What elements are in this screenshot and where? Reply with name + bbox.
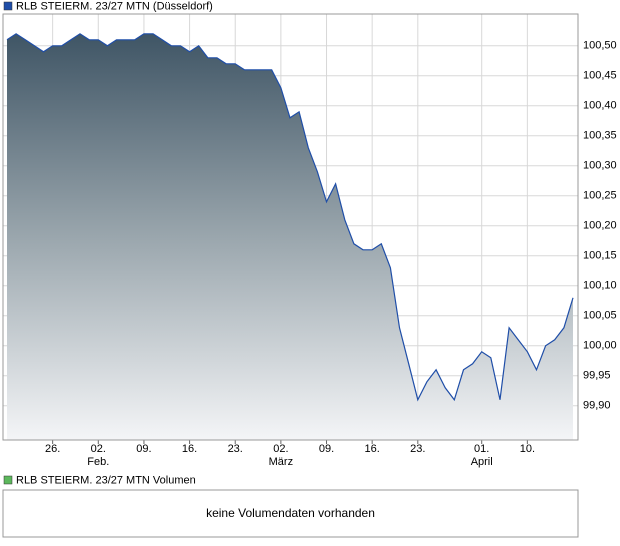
y-tick-label: 100,00 <box>583 340 617 352</box>
y-tick-label: 100,20 <box>583 220 617 232</box>
plot-frame <box>2 13 579 441</box>
x-tick-label: 10. <box>520 443 535 455</box>
x-tick-label: 02. <box>91 443 106 455</box>
legend-swatch <box>3 475 13 485</box>
x-tick-label: 16. <box>182 443 197 455</box>
x-tick-label: 23. <box>228 443 243 455</box>
x-sublabel: April <box>471 456 493 468</box>
y-tick-label: 99,90 <box>583 400 611 412</box>
x-tick-label: 09. <box>136 443 151 455</box>
area <box>7 33 573 441</box>
y-tick-label: 100,35 <box>583 130 617 142</box>
legend-label: RLB STEIERM. 23/27 MTN (Düsseldorf) <box>16 0 213 12</box>
line <box>6 33 574 402</box>
y-tick-label: 100,30 <box>583 160 617 172</box>
y-tick-label: 100,40 <box>583 100 617 112</box>
volume-message: keine Volumendaten vorhanden <box>206 506 375 520</box>
y-tick-label: 100,50 <box>583 40 617 52</box>
y-tick-label: 100,05 <box>583 310 617 322</box>
y-tick-label: 100,25 <box>583 190 617 202</box>
y-tick-label: 100,45 <box>583 70 617 82</box>
y-tick-label: 99,95 <box>583 370 611 382</box>
x-sublabel: Feb. <box>87 456 109 468</box>
x-tick-label: 26. <box>45 443 60 455</box>
x-tick-label: 02. <box>273 443 288 455</box>
legend-swatch <box>3 1 13 11</box>
volume-panel <box>2 489 579 538</box>
x-tick-label: 23. <box>410 443 425 455</box>
y-tick-label: 100,10 <box>583 280 617 292</box>
x-tick-label: 01. <box>474 443 489 455</box>
x-tick-label: 16. <box>365 443 380 455</box>
x-tick-label: 09. <box>319 443 334 455</box>
x-sublabel: März <box>269 456 293 468</box>
legend-label: RLB STEIERM. 23/27 MTN Volumen <box>16 474 196 486</box>
y-tick-label: 100,15 <box>583 250 617 262</box>
